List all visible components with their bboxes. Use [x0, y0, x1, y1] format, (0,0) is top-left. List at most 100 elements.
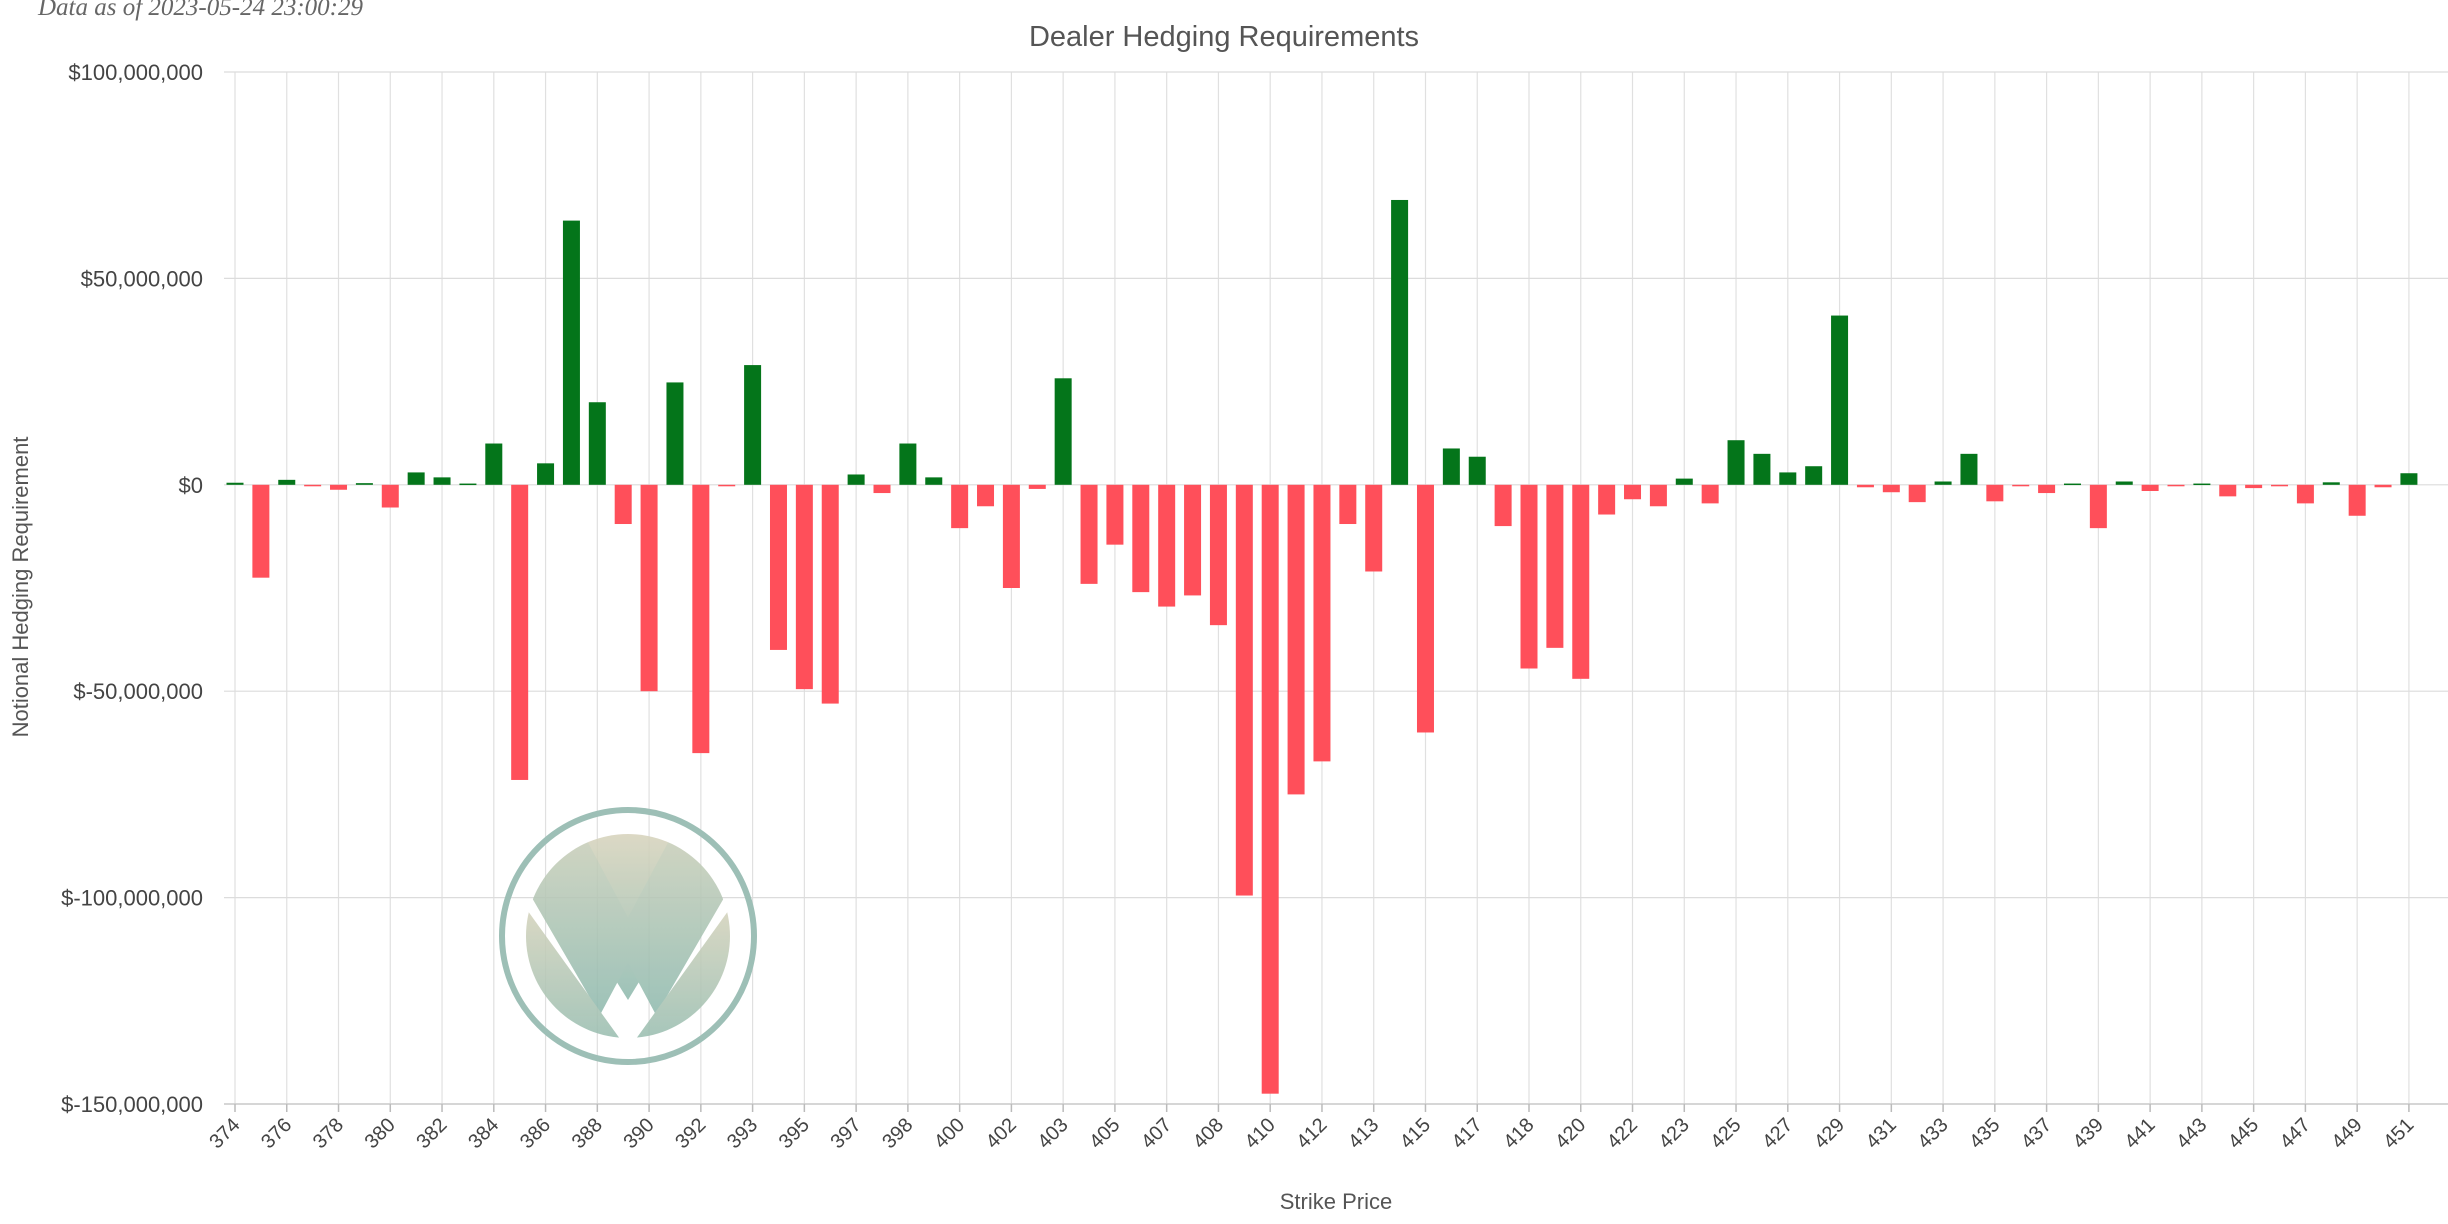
bar: [1313, 484, 1331, 762]
bar: [1675, 478, 1693, 485]
bar: [1701, 484, 1719, 504]
bar: [1416, 484, 1434, 733]
bar: [1986, 484, 2004, 502]
y-tick-label: $-150,000,000: [61, 1092, 203, 1117]
horizontal-gridlines: [224, 71, 2448, 1105]
x-tick-label: 427: [1758, 1114, 1797, 1153]
bar: [1184, 484, 1202, 596]
bar: [718, 484, 736, 487]
chart-title: Dealer Hedging Requirements: [1029, 21, 1419, 53]
x-tick-label: 410: [1241, 1114, 1280, 1153]
x-tick-label: 439: [2069, 1114, 2108, 1153]
bar: [1209, 484, 1227, 626]
bar: [1106, 484, 1124, 545]
x-tick-label: 447: [2276, 1114, 2315, 1153]
bar: [2141, 484, 2159, 491]
bar: [1727, 440, 1745, 485]
bar: [1287, 484, 1305, 795]
x-tick-label: 407: [1137, 1114, 1176, 1153]
bar: [1805, 466, 1823, 485]
x-tick-label: 398: [878, 1114, 917, 1153]
bar: [1080, 484, 1098, 584]
x-tick-label: 415: [1396, 1114, 1435, 1153]
x-tick-label: 382: [412, 1114, 451, 1153]
y-tick-label: $50,000,000: [81, 266, 203, 291]
bar: [1339, 484, 1357, 525]
x-tick-label: 395: [775, 1114, 814, 1153]
bar: [355, 483, 373, 485]
y-tick-label: $-100,000,000: [61, 886, 203, 911]
bar: [562, 220, 580, 485]
x-tick-label: 412: [1292, 1114, 1331, 1153]
bar: [821, 484, 839, 704]
bar: [795, 484, 813, 690]
x-tick-label: 380: [361, 1114, 400, 1153]
bar: [1649, 484, 1667, 507]
watermark-ring: [499, 807, 757, 1065]
bar: [2193, 483, 2211, 486]
x-tick-label: 402: [982, 1114, 1021, 1153]
x-tick-label: 384: [464, 1114, 503, 1153]
bar: [2038, 484, 2056, 494]
bar: [899, 443, 917, 485]
bar: [330, 484, 348, 490]
x-tick-label: 425: [1706, 1114, 1745, 1153]
x-tick-label: 420: [1551, 1114, 1590, 1153]
bar: [1158, 484, 1176, 607]
x-tick-label: 437: [2017, 1114, 2056, 1153]
watermark-logo: [499, 807, 757, 1065]
x-tick-label: 378: [309, 1114, 348, 1153]
bar: [304, 484, 322, 487]
bar: [744, 365, 762, 485]
bar: [2271, 484, 2289, 487]
bar: [614, 484, 632, 525]
bar: [951, 484, 969, 529]
x-tick-label: 441: [2120, 1114, 2159, 1153]
bar: [2115, 481, 2133, 485]
bar: [1831, 315, 1849, 485]
x-tick-label: 400: [930, 1114, 969, 1153]
x-tick-label: 403: [1034, 1114, 1073, 1153]
bar: [2322, 482, 2340, 485]
bar: [381, 484, 399, 508]
bar: [252, 484, 270, 578]
bar: [1494, 484, 1512, 527]
x-tick-label: 376: [257, 1114, 296, 1153]
bar: [1028, 484, 1046, 489]
x-tick-label: 445: [2224, 1114, 2263, 1153]
bar: [1779, 472, 1797, 485]
bar: [459, 483, 477, 486]
bars: [226, 199, 2418, 1094]
x-tick-label: 431: [1862, 1114, 1901, 1153]
y-tick-label: $-50,000,000: [73, 679, 203, 704]
bar: [1235, 484, 1253, 896]
bar: [1882, 484, 1900, 493]
bar: [226, 482, 244, 485]
bar: [1624, 484, 1642, 500]
x-tick-label: 417: [1448, 1114, 1487, 1153]
bar: [2374, 484, 2392, 488]
x-tick-label: 435: [1965, 1114, 2004, 1153]
bar: [407, 472, 425, 485]
bar: [692, 484, 710, 754]
x-tick-labels: 374 376 378 380 382 384 386 388 390 392 393 395 397 3…: [205, 1104, 2418, 1153]
bar: [2219, 484, 2237, 497]
bar: [1572, 484, 1590, 679]
bar: [1856, 484, 1874, 488]
bar: [1442, 448, 1460, 485]
bar: [1002, 484, 1020, 588]
bar: [1261, 484, 1279, 1094]
bar: [847, 474, 865, 485]
bar: [1934, 481, 1952, 485]
y-tick-label: $0: [179, 473, 203, 498]
bar: [1908, 484, 1926, 503]
bar: [2167, 484, 2185, 487]
bar: [666, 382, 684, 485]
bar: [278, 479, 296, 485]
bar: [1391, 199, 1409, 485]
x-tick-label: 408: [1189, 1114, 1228, 1153]
bar: [2245, 484, 2263, 489]
x-tick-label: 443: [2172, 1114, 2211, 1153]
bar: [2089, 484, 2107, 529]
